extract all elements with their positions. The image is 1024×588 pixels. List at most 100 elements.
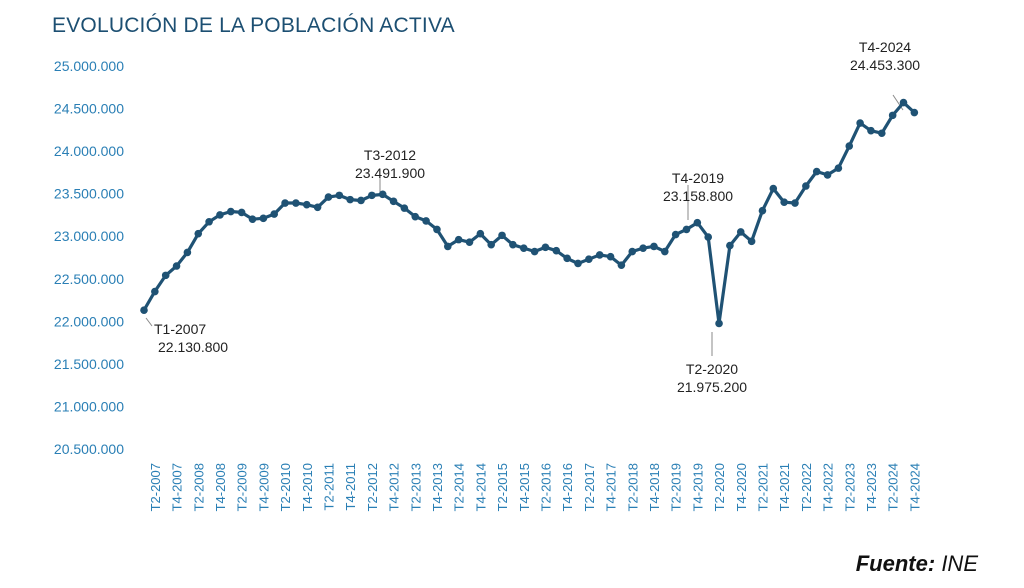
data-point	[856, 119, 864, 127]
data-point	[292, 199, 300, 207]
data-point	[758, 206, 767, 215]
data-point	[682, 225, 691, 234]
annotation-value: 23.158.800	[663, 188, 733, 204]
data-point	[661, 247, 669, 256]
data-point	[378, 190, 387, 199]
data-point	[227, 207, 235, 216]
data-point	[346, 195, 354, 204]
data-point	[574, 259, 582, 268]
x-tick-label: T4-2014	[473, 463, 488, 511]
y-tick-label: 23.000.000	[54, 228, 124, 244]
x-tick-label: T4-2013	[430, 463, 445, 511]
data-point	[454, 235, 463, 244]
data-point	[183, 248, 192, 257]
data-point	[368, 191, 376, 200]
data-point	[606, 252, 615, 261]
y-tick-label: 25.000.000	[54, 58, 124, 74]
data-point	[823, 171, 832, 179]
x-tick-label: T4-2017	[604, 463, 619, 511]
annotation-value: 23.491.900	[355, 165, 425, 181]
data-point	[389, 197, 398, 206]
series-line	[142, 101, 916, 325]
data-point	[465, 238, 474, 246]
x-tick-label: T2-2009	[235, 463, 250, 511]
x-tick-label: T2-2023	[842, 463, 857, 511]
data-point	[324, 193, 333, 201]
data-point	[650, 242, 658, 251]
annotation-leader-line	[145, 317, 153, 327]
data-point	[530, 247, 539, 256]
data-point	[585, 255, 593, 264]
data-point	[747, 237, 756, 246]
data-point	[444, 242, 452, 251]
x-tick-label: T4-2020	[734, 463, 749, 511]
data-point	[693, 218, 702, 227]
x-tick-label: T4-2007	[170, 463, 185, 511]
data-point	[769, 184, 778, 193]
annotation-period: T1-2007	[154, 321, 206, 337]
y-tick-label: 23.500.000	[54, 186, 124, 202]
x-tick-label: T4-2022	[821, 463, 836, 511]
annotation-value: 22.130.800	[158, 339, 228, 355]
data-point	[899, 98, 908, 107]
annotation-period: T4-2024	[859, 39, 911, 55]
x-tick-label: T4-2012	[387, 463, 402, 511]
data-point	[400, 204, 409, 212]
y-tick-label: 24.000.000	[54, 143, 124, 159]
x-tick-label: T2-2020	[712, 463, 727, 511]
annotation-value: 21.975.200	[677, 379, 747, 395]
data-point	[498, 231, 506, 240]
data-point	[270, 210, 279, 218]
data-point	[736, 228, 745, 236]
data-point	[259, 214, 268, 223]
x-tick-label: T2-2012	[365, 463, 380, 511]
data-point	[509, 240, 517, 249]
data-point	[302, 200, 311, 209]
x-tick-label: T4-2008	[213, 463, 228, 511]
data-point	[422, 217, 430, 225]
source-note: Fuente: INE	[856, 551, 978, 577]
x-tick-label: T4-2011	[343, 463, 358, 510]
data-point	[541, 243, 550, 252]
data-point	[910, 108, 919, 117]
annotation-period: T3-2012	[364, 147, 416, 163]
x-tick-label: T2-2007	[148, 463, 163, 511]
x-tick-label: T2-2018	[625, 463, 640, 511]
data-point	[802, 182, 810, 190]
data-point	[878, 129, 886, 138]
annotation-period: T2-2020	[686, 361, 738, 377]
source-value: INE	[941, 551, 978, 576]
x-tick-label: T2-2024	[886, 463, 901, 511]
source-label: Fuente:	[855, 551, 936, 576]
data-point	[237, 208, 246, 217]
data-point	[845, 142, 854, 150]
data-point	[595, 251, 604, 259]
data-point	[281, 199, 289, 207]
x-tick-label: T4-2024	[907, 463, 922, 511]
x-tick-label: T4-2019	[690, 463, 705, 511]
data-point	[834, 164, 843, 172]
data-point	[519, 244, 528, 252]
data-point	[487, 240, 496, 249]
x-tick-label: T4-2015	[517, 463, 532, 511]
x-tick-label: T4-2016	[560, 463, 575, 511]
y-tick-label: 21.000.000	[54, 398, 124, 414]
y-tick-label: 22.000.000	[54, 313, 124, 329]
x-tick-label: T2-2011	[321, 463, 336, 510]
annotation-value: 24.453.300	[850, 57, 920, 73]
x-tick-label: T2-2008	[191, 463, 206, 511]
x-tick-label: T2-2014	[452, 463, 467, 511]
data-point	[639, 244, 647, 252]
data-point	[780, 198, 788, 206]
x-tick-label: T4-2018	[647, 463, 662, 511]
x-tick-label: T2-2010	[278, 463, 293, 511]
data-point	[867, 126, 875, 135]
data-point	[205, 217, 213, 226]
y-tick-label: 22.500.000	[54, 271, 124, 287]
x-tick-label: T4-2021	[777, 463, 792, 511]
data-point	[791, 199, 799, 207]
data-point	[161, 271, 170, 280]
data-point	[715, 319, 723, 328]
data-point	[628, 247, 637, 256]
